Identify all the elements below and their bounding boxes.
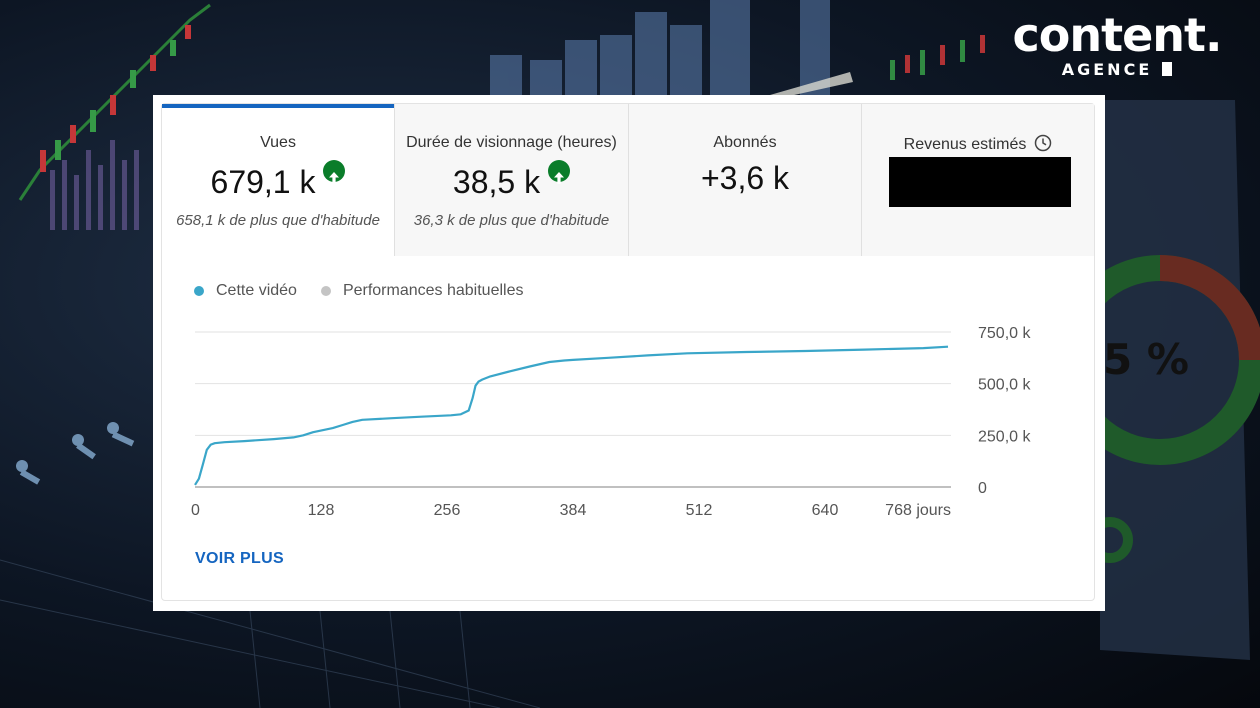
- runner-figures-decoration: [16, 422, 135, 485]
- tab-vues-value: 679,1 k: [162, 160, 394, 201]
- y-tick-label: 750,0 k: [978, 325, 1031, 342]
- tab-duree-subtext: 36,3 k de plus que d'habitude: [413, 212, 610, 229]
- clock-icon[interactable]: [1034, 134, 1052, 157]
- brand-wordmark: content.: [1012, 8, 1222, 62]
- metric-tabs: Vues 679,1 k 658,1 k de plus que d'habit…: [162, 104, 1094, 256]
- tab-vues[interactable]: Vues 679,1 k 658,1 k de plus que d'habit…: [162, 104, 395, 256]
- tab-abonnes-value: +3,6 k: [700, 160, 790, 196]
- series-line-cette-video: [194, 345, 949, 486]
- legend-label-cette-video: Cette vidéo: [216, 282, 297, 299]
- brand-block-icon: [1162, 62, 1173, 76]
- tab-revenus[interactable]: Revenus estimés: [862, 104, 1094, 256]
- legend-dot-performances: [320, 286, 331, 296]
- grid-paper-decoration: [0, 559, 541, 708]
- arrow-up-icon: [323, 160, 346, 184]
- tab-vues-value-text: 679,1 k: [210, 164, 316, 200]
- tab-vues-title: Vues: [260, 134, 296, 151]
- legend-label-performances: Performances habituelles: [342, 282, 524, 299]
- x-tick-label: 768 jours: [885, 502, 951, 519]
- tab-vues-subtext: 658,1 k de plus que d'habitude: [176, 212, 380, 229]
- bars-decoration: [490, 0, 830, 95]
- paper-decoration: [1100, 100, 1250, 660]
- brand-subtitle-text: AGENCE: [1061, 60, 1153, 79]
- legend-item-performances[interactable]: Performances habituelles: [320, 282, 524, 300]
- tab-revenus-title: Revenus estimés: [862, 134, 1094, 157]
- legend-item-cette-video[interactable]: Cette vidéo: [194, 282, 297, 300]
- tab-abonnes[interactable]: Abonnés +3,6 k: [629, 104, 862, 256]
- analytics-card-inner: Vues 679,1 k 658,1 k de plus que d'habit…: [161, 103, 1095, 601]
- legend-dot-cette-video: [194, 286, 204, 296]
- tab-duree[interactable]: Durée de visionnage (heures) 38,5 k 36,3…: [395, 104, 629, 256]
- y-tick-label: 500,0 k: [978, 377, 1031, 394]
- tab-revenus-title-text: Revenus estimés: [903, 136, 1027, 153]
- chart-legend: Cette vidéo Performances habituelles: [194, 282, 547, 300]
- x-tick-label: 0: [191, 502, 200, 519]
- x-tick-label: 128: [308, 502, 335, 519]
- analytics-card: Vues 679,1 k 658,1 k de plus que d'habit…: [153, 95, 1105, 611]
- redacted-revenue-value: [889, 157, 1071, 207]
- x-tick-label: 640: [812, 502, 839, 519]
- voir-plus-button[interactable]: VOIR PLUS: [195, 550, 284, 567]
- tab-duree-value: 38,5 k: [395, 160, 628, 201]
- x-tick-label: 384: [560, 502, 587, 519]
- tab-duree-title: Durée de visionnage (heures): [406, 134, 617, 151]
- tab-duree-value-text: 38,5 k: [452, 164, 541, 200]
- candles-right-decoration: [890, 35, 985, 80]
- pen-decoration: [770, 72, 853, 99]
- arrow-up-icon: [548, 160, 571, 184]
- y-tick-label: 250,0 k: [978, 428, 1031, 445]
- y-tick-label: 0: [978, 480, 987, 497]
- candlestick-decoration: [18, 3, 211, 230]
- background-percent-text: 5 %: [1103, 335, 1189, 384]
- x-tick-label: 256: [434, 502, 461, 519]
- brand-logo: content. AGENCE: [992, 6, 1242, 79]
- views-line-chart: 0 250,0 k 500,0 k 750,0 k 0 128 256 384 512 640 76…: [191, 325, 1031, 519]
- brand-subtitle: AGENCE: [992, 60, 1242, 79]
- x-tick-label: 512: [686, 502, 713, 519]
- tab-abonnes-title: Abonnés: [713, 134, 777, 151]
